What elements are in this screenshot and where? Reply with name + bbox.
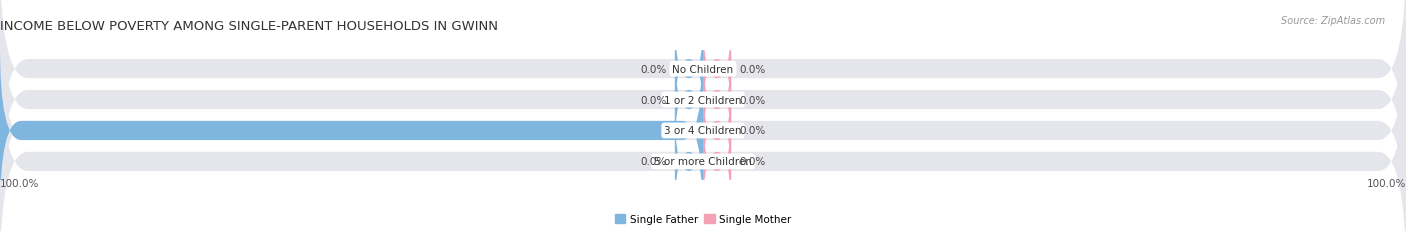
Text: 0.0%: 0.0% — [740, 64, 766, 74]
Text: No Children: No Children — [672, 64, 734, 74]
FancyBboxPatch shape — [675, 110, 703, 214]
FancyBboxPatch shape — [0, 48, 1406, 231]
Text: 0.0%: 0.0% — [640, 157, 666, 167]
FancyBboxPatch shape — [0, 0, 1406, 183]
FancyBboxPatch shape — [703, 110, 731, 214]
Text: 5 or more Children: 5 or more Children — [654, 157, 752, 167]
FancyBboxPatch shape — [0, 17, 1406, 231]
FancyBboxPatch shape — [675, 17, 703, 121]
Text: 1 or 2 Children: 1 or 2 Children — [664, 95, 742, 105]
FancyBboxPatch shape — [0, 0, 1406, 214]
FancyBboxPatch shape — [0, 48, 703, 214]
FancyBboxPatch shape — [703, 17, 731, 121]
Text: 0.0%: 0.0% — [640, 64, 666, 74]
Text: 0.0%: 0.0% — [740, 157, 766, 167]
FancyBboxPatch shape — [675, 48, 703, 152]
FancyBboxPatch shape — [703, 79, 731, 183]
FancyBboxPatch shape — [703, 48, 731, 152]
Legend: Single Father, Single Mother: Single Father, Single Mother — [614, 214, 792, 224]
Text: 0.0%: 0.0% — [740, 126, 766, 136]
Text: 100.0%: 100.0% — [1367, 179, 1406, 188]
Text: 0.0%: 0.0% — [740, 95, 766, 105]
Text: 0.0%: 0.0% — [640, 95, 666, 105]
Text: 100.0%: 100.0% — [0, 179, 39, 188]
Text: Source: ZipAtlas.com: Source: ZipAtlas.com — [1281, 16, 1385, 26]
Text: 3 or 4 Children: 3 or 4 Children — [664, 126, 742, 136]
Text: INCOME BELOW POVERTY AMONG SINGLE-PARENT HOUSEHOLDS IN GWINN: INCOME BELOW POVERTY AMONG SINGLE-PARENT… — [0, 20, 498, 33]
